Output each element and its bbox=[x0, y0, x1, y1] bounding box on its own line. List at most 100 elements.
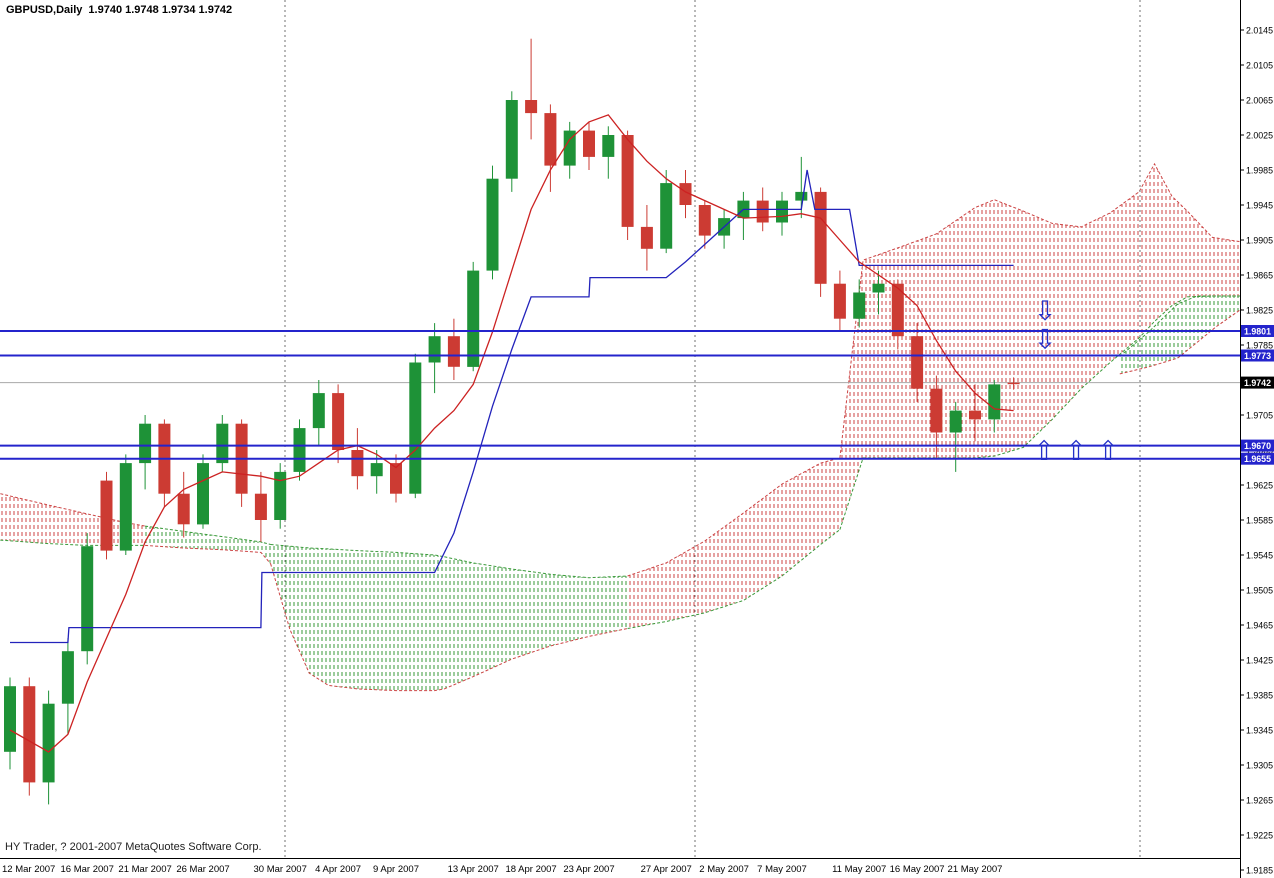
candle-body bbox=[216, 423, 229, 464]
up-arrow-icon[interactable]: ⇧ bbox=[1097, 436, 1120, 466]
cloud-segment bbox=[1119, 296, 1242, 374]
candle-body bbox=[274, 471, 287, 520]
y-axis-label: 1.9225 bbox=[1246, 831, 1273, 842]
ichimoku-cloud bbox=[0, 162, 1242, 692]
senkou-span-line bbox=[145, 525, 271, 545]
level-price-label bbox=[1241, 349, 1274, 362]
x-axis-label: 11 May 2007 bbox=[832, 864, 886, 875]
y-axis-label: 1.9865 bbox=[1246, 271, 1273, 282]
horizontal-level-lines[interactable] bbox=[0, 330, 1240, 460]
y-axis-label: 1.9305 bbox=[1246, 761, 1273, 772]
y-axis-label: 1.9505 bbox=[1246, 586, 1273, 597]
price-label-text: 1.9670 bbox=[1244, 441, 1271, 452]
level-price-label bbox=[1241, 325, 1274, 337]
x-axis-label: 30 Mar 2007 bbox=[254, 864, 307, 875]
senkou-span-line bbox=[839, 295, 1242, 530]
y-axis-label: 1.9625 bbox=[1246, 481, 1273, 492]
candle-body bbox=[197, 463, 209, 525]
senkou-span-line bbox=[270, 563, 445, 692]
x-axis-label: 16 Mar 2007 bbox=[61, 864, 114, 875]
candle-body bbox=[833, 283, 846, 319]
candle-body bbox=[4, 686, 16, 752]
x-axis-label: 21 Mar 2007 bbox=[118, 864, 171, 875]
cloud-segment bbox=[627, 457, 840, 629]
candle-body bbox=[621, 135, 634, 227]
candle-body bbox=[1007, 382, 1020, 385]
y-axis-label: 1.9385 bbox=[1246, 691, 1273, 702]
candle-body bbox=[486, 178, 499, 271]
candle-body bbox=[332, 393, 345, 450]
senkou-span-line bbox=[0, 493, 146, 527]
candle-body bbox=[930, 388, 943, 433]
copyright-label: HY Trader, ? 2001-2007 MetaQuotes Softwa… bbox=[5, 841, 262, 853]
candle-body bbox=[139, 423, 152, 464]
cloud-segment bbox=[270, 544, 445, 691]
senkou-span-line bbox=[444, 628, 628, 690]
candle-body bbox=[776, 200, 788, 223]
x-axis-label: 13 Apr 2007 bbox=[448, 864, 499, 875]
y-axis-label: 2.0025 bbox=[1246, 131, 1273, 142]
y-axis-label: 1.9265 bbox=[1246, 796, 1273, 807]
y-axis-label: 1.9585 bbox=[1246, 516, 1273, 527]
x-axis-label: 23 Apr 2007 bbox=[563, 864, 614, 875]
level-price-label bbox=[1241, 439, 1274, 452]
senkou-span-line bbox=[627, 457, 841, 577]
y-axis-label: 1.9185 bbox=[1246, 866, 1273, 877]
candle-body bbox=[795, 191, 808, 201]
price-label-text: 1.9655 bbox=[1244, 454, 1272, 465]
candle-body bbox=[891, 283, 904, 337]
y-axis-label: 1.9425 bbox=[1246, 656, 1273, 667]
x-axis-label: 16 May 2007 bbox=[890, 864, 945, 875]
y-axis-label: 1.9545 bbox=[1246, 551, 1273, 562]
kijun-sen-line bbox=[10, 169, 1014, 644]
down-arrow-icon[interactable]: ⇩ bbox=[1034, 296, 1057, 326]
chart-title: GBPUSD,Daily 1.9740 1.9748 1.9734 1.9742 bbox=[6, 4, 238, 16]
candle-body bbox=[988, 384, 1001, 420]
kijun-sen-line bbox=[10, 169, 1014, 644]
y-axis-label: 2.0065 bbox=[1246, 96, 1273, 107]
x-axis-label: 9 Apr 2007 bbox=[373, 864, 419, 875]
down-arrow-icon[interactable]: ⇩ bbox=[1034, 325, 1057, 355]
x-axis-label: 18 Apr 2007 bbox=[505, 864, 556, 875]
candle-body bbox=[814, 191, 827, 284]
price-labels: 1.9801 1.9773 1.9742 1.9670 1.9655 bbox=[1241, 325, 1274, 465]
tenkan-sen-line bbox=[9, 114, 1014, 753]
up-arrow-icon[interactable]: ⇧ bbox=[1065, 436, 1088, 466]
candle-body bbox=[467, 270, 480, 367]
cloud-segment bbox=[839, 163, 1242, 530]
candles bbox=[4, 38, 1020, 805]
candle-body bbox=[583, 130, 595, 157]
signal-arrows[interactable]: ⇩⇩ ⇧ ⇧ ⇧ bbox=[1033, 296, 1120, 466]
y-axis-label: 2.0145 bbox=[1246, 26, 1273, 37]
x-axis-label: 7 May 2007 bbox=[757, 864, 807, 875]
y-axis-label: 1.9345 bbox=[1246, 726, 1273, 737]
x-axis-label: 12 Mar 2007 bbox=[2, 864, 55, 875]
candle-body bbox=[505, 100, 518, 179]
month-separators bbox=[284, 0, 1141, 858]
senkou-span-line bbox=[839, 162, 1242, 458]
tenkan-sen-line bbox=[9, 114, 1014, 753]
chart-ohlc-quotes: 1.9740 1.9748 1.9734 1.9742 bbox=[88, 4, 233, 16]
candle-body bbox=[61, 651, 74, 704]
x-axis-label: 4 Apr 2007 bbox=[315, 864, 361, 875]
candle-body bbox=[390, 463, 402, 494]
candle-body bbox=[312, 393, 325, 429]
candle-body bbox=[100, 480, 113, 551]
senkou-span-line bbox=[270, 544, 445, 558]
candle-body bbox=[544, 113, 557, 166]
candle-body bbox=[81, 546, 94, 652]
price-label-text: 1.9742 bbox=[1244, 378, 1271, 389]
candle-body bbox=[640, 226, 653, 249]
y-axis-label: 1.9945 bbox=[1246, 201, 1273, 212]
candle-body bbox=[293, 428, 306, 472]
x-axis-label: 2 May 2007 bbox=[699, 864, 749, 875]
senkou-span-line bbox=[444, 556, 628, 579]
candle-body bbox=[428, 336, 441, 363]
cloud-segment bbox=[444, 556, 628, 689]
candle-body bbox=[409, 362, 422, 494]
candle-body bbox=[911, 336, 924, 389]
x-axis-label: 26 Mar 2007 bbox=[176, 864, 229, 875]
up-arrow-icon[interactable]: ⇧ bbox=[1033, 436, 1056, 466]
